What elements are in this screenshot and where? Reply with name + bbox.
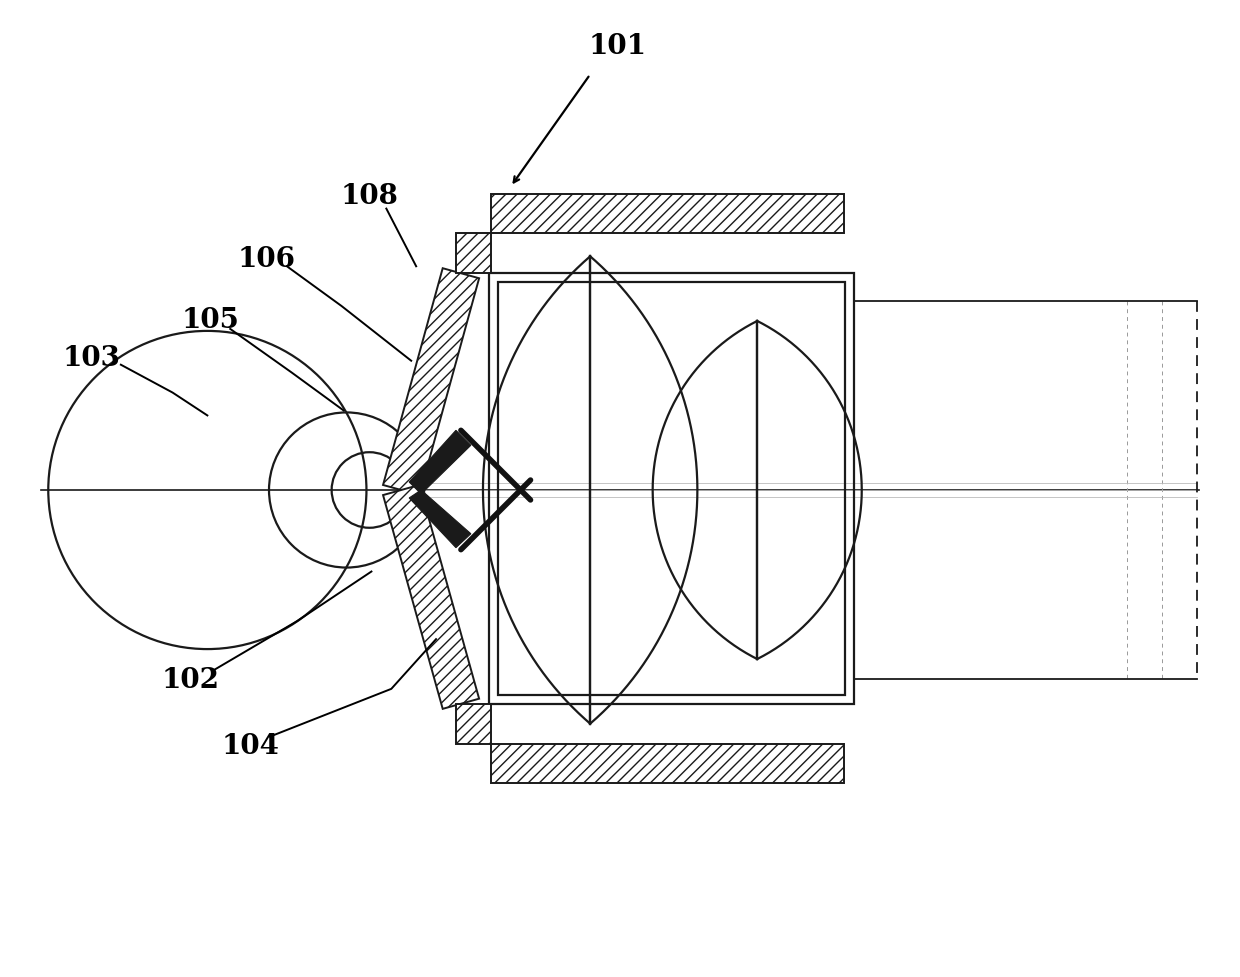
Text: 108: 108 [341,183,398,210]
Polygon shape [491,193,843,234]
Polygon shape [456,703,491,743]
Text: 105: 105 [181,308,239,334]
Text: 106: 106 [238,246,296,273]
Text: 104: 104 [221,733,279,760]
Polygon shape [383,485,479,709]
Text: 101: 101 [589,33,647,61]
Text: 102: 102 [161,667,219,695]
Polygon shape [383,269,479,495]
Text: 103: 103 [62,345,120,372]
Polygon shape [409,430,471,494]
Polygon shape [409,490,471,548]
Polygon shape [456,234,491,274]
Polygon shape [491,743,843,784]
Bar [497,282,844,695]
Bar [489,274,853,703]
